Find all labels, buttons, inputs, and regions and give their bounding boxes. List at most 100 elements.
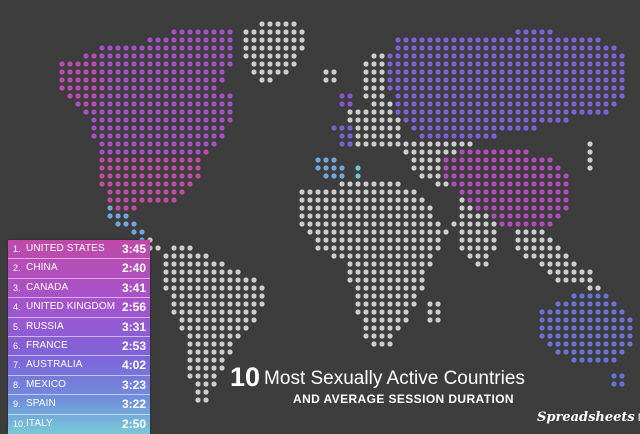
map-dot (459, 125, 465, 131)
legend-country: FRANCE (26, 340, 68, 351)
map-dot (195, 29, 201, 35)
map-dot (235, 293, 241, 299)
map-dot (139, 117, 145, 123)
map-dot (227, 45, 233, 51)
map-dot (235, 301, 241, 307)
map-dot (371, 293, 377, 299)
map-dot (355, 285, 361, 291)
map-dot (619, 373, 625, 379)
map-dot (187, 85, 193, 91)
map-dot (579, 357, 585, 363)
map-dot (603, 85, 609, 91)
map-dot (363, 133, 369, 139)
map-dot (387, 309, 393, 315)
map-dot (491, 101, 497, 107)
map-dot (571, 269, 577, 275)
map-dot (603, 349, 609, 355)
map-dot (195, 165, 201, 171)
map-dot (411, 301, 417, 307)
map-dot (379, 325, 385, 331)
map-dot (443, 181, 449, 187)
map-dot (395, 125, 401, 131)
map-dot (355, 125, 361, 131)
map-dot (83, 93, 89, 99)
map-dot (443, 61, 449, 67)
map-dot (451, 69, 457, 75)
map-dot (579, 317, 585, 323)
map-dot (299, 197, 305, 203)
map-dot (363, 85, 369, 91)
map-dot (403, 245, 409, 251)
map-dot (227, 293, 233, 299)
map-dot (515, 197, 521, 203)
map-dot (491, 197, 497, 203)
map-dot (355, 293, 361, 299)
map-dot (147, 45, 153, 51)
map-dot (603, 93, 609, 99)
map-dot (523, 29, 529, 35)
map-dot (467, 77, 473, 83)
map-dot (595, 333, 601, 339)
map-dot (443, 173, 449, 179)
map-dot (131, 141, 137, 147)
map-dot (147, 77, 153, 83)
map-dot (203, 149, 209, 155)
map-dot (243, 45, 249, 51)
map-dot (459, 221, 465, 227)
map-dot (163, 109, 169, 115)
map-dot (203, 117, 209, 123)
map-dot (195, 269, 201, 275)
map-dot (595, 101, 601, 107)
map-dot (371, 325, 377, 331)
map-dot (555, 349, 561, 355)
map-dot (179, 37, 185, 43)
map-dot (483, 109, 489, 115)
map-dot (259, 293, 265, 299)
map-dot (451, 37, 457, 43)
map-dot (387, 53, 393, 59)
map-dot (219, 109, 225, 115)
map-dot (499, 149, 505, 155)
map-dot (395, 77, 401, 83)
map-dot (499, 181, 505, 187)
map-dot (155, 149, 161, 155)
map-dot (595, 61, 601, 67)
map-dot (371, 229, 377, 235)
map-dot (419, 53, 425, 59)
map-dot (99, 133, 105, 139)
map-dot (211, 261, 217, 267)
map-dot (395, 245, 401, 251)
map-dot (459, 237, 465, 243)
map-dot (371, 221, 377, 227)
map-dot (275, 69, 281, 75)
map-dot (163, 93, 169, 99)
map-dot (403, 301, 409, 307)
legend-country: ITALY (26, 417, 53, 429)
map-dot (539, 45, 545, 51)
map-dot (195, 381, 201, 387)
map-dot (387, 189, 393, 195)
map-dot (99, 61, 105, 67)
map-dot (211, 85, 217, 91)
map-dot (507, 205, 513, 211)
map-dot (611, 373, 617, 379)
map-dot (547, 109, 553, 115)
map-dot (371, 181, 377, 187)
map-dot (459, 61, 465, 67)
map-dot (419, 77, 425, 83)
map-dot (363, 197, 369, 203)
map-dot (211, 349, 217, 355)
map-dot (195, 317, 201, 323)
map-dot (411, 149, 417, 155)
map-dot (227, 269, 233, 275)
map-dot (483, 197, 489, 203)
map-dot (403, 205, 409, 211)
map-dot (211, 373, 217, 379)
map-dot (219, 101, 225, 107)
map-dot (115, 133, 121, 139)
map-dot (403, 317, 409, 323)
map-dot (475, 93, 481, 99)
map-dot (323, 173, 329, 179)
map-dot (563, 197, 569, 203)
map-dot (139, 197, 145, 203)
